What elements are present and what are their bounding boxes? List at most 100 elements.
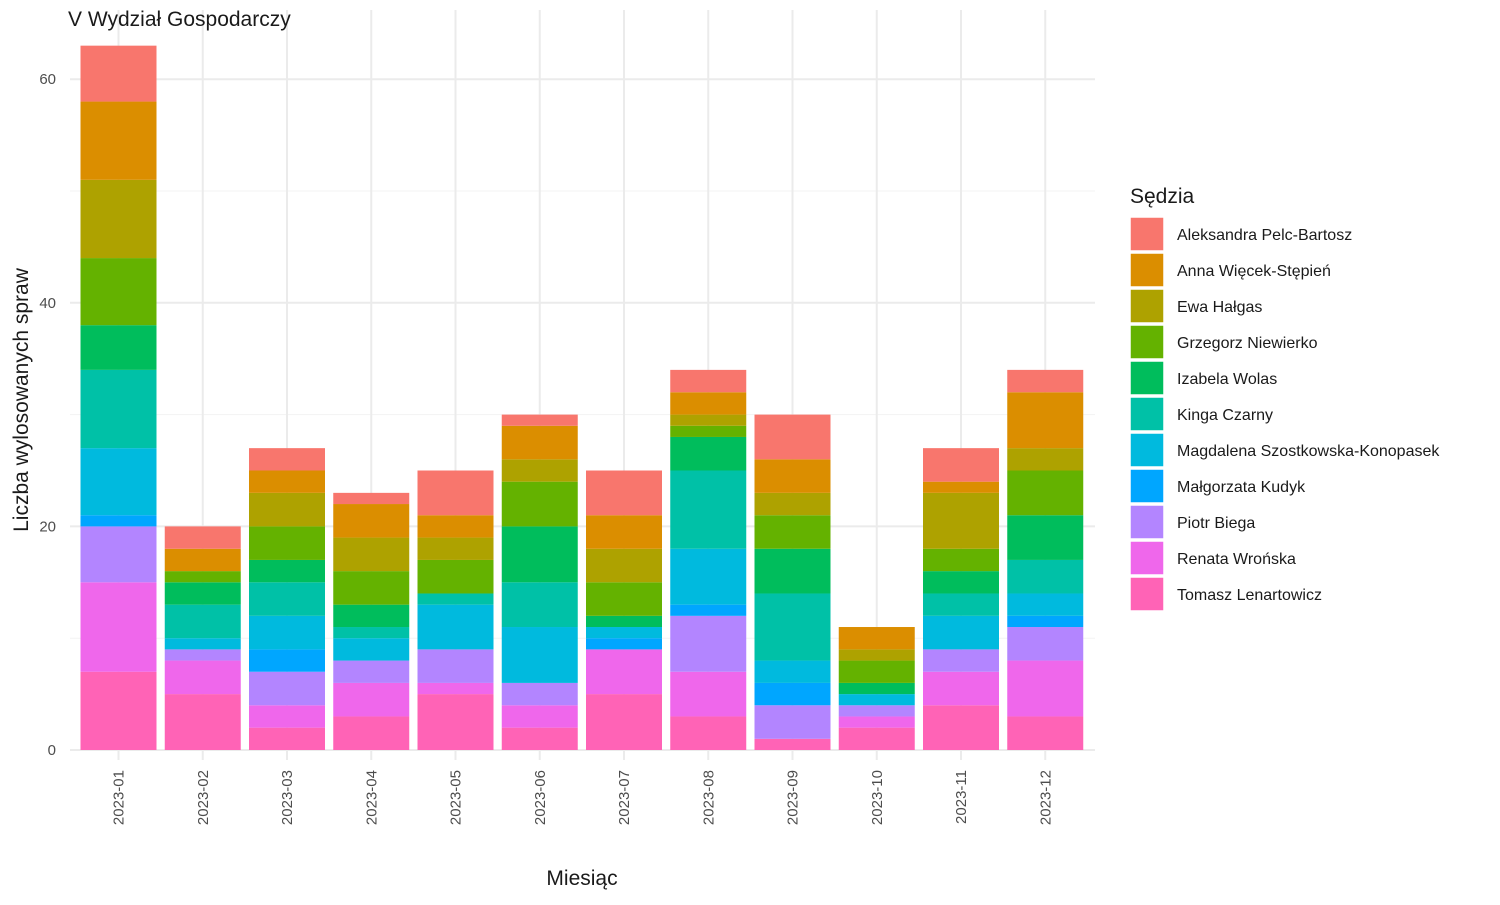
bar-segment bbox=[754, 492, 831, 516]
bar-segment bbox=[80, 45, 157, 102]
legend-label: Małgorzata Kudyk bbox=[1177, 479, 1306, 496]
bar-segment bbox=[923, 481, 999, 493]
legend-label: Kinga Czarny bbox=[1177, 407, 1273, 424]
bar-segment bbox=[838, 627, 915, 650]
bar-segment bbox=[417, 604, 494, 650]
bar-segment bbox=[754, 705, 831, 739]
legend-swatch bbox=[1129, 468, 1165, 504]
bar-segment bbox=[80, 179, 157, 259]
bar-segment bbox=[838, 682, 915, 695]
bar-segment bbox=[670, 392, 747, 415]
bar-segment bbox=[838, 649, 915, 661]
legend-swatch bbox=[1129, 396, 1165, 432]
legend-items: Aleksandra Pelc-Bartosz Anna Więcek-Stępi… bbox=[1129, 216, 1440, 612]
x-tick-label: 2023-12 bbox=[1037, 770, 1054, 825]
bar-segment bbox=[754, 459, 831, 493]
x-tick-label: 2023-03 bbox=[279, 770, 296, 825]
bar-segment bbox=[164, 649, 241, 661]
bar-segment bbox=[501, 481, 578, 527]
bar-segment bbox=[249, 615, 325, 650]
bar-segment bbox=[838, 705, 915, 717]
bar-segment bbox=[501, 727, 578, 750]
bar-segment bbox=[333, 504, 410, 538]
bar-segment bbox=[923, 649, 999, 672]
legend-label: Renata Wrońska bbox=[1177, 551, 1296, 568]
legend-label: Izabela Wolas bbox=[1177, 371, 1277, 388]
x-tick-label: 2023-02 bbox=[195, 770, 212, 825]
bar-segment bbox=[164, 660, 241, 695]
bar-segment bbox=[586, 582, 662, 616]
bar-segment bbox=[1007, 515, 1084, 560]
x-tick-label: 2023-11 bbox=[953, 770, 970, 824]
bar-segment bbox=[586, 649, 662, 695]
bar-segment bbox=[1007, 593, 1084, 616]
bar-segment bbox=[670, 470, 747, 549]
bar-segment bbox=[249, 649, 325, 672]
x-tick-label: 2023-06 bbox=[532, 770, 549, 825]
bar-segment bbox=[164, 526, 241, 549]
bar-segment bbox=[1007, 369, 1084, 393]
bar-segment bbox=[333, 604, 410, 628]
y-tick-label: 60 bbox=[39, 71, 56, 88]
bar-segment bbox=[249, 470, 325, 493]
bar-segment bbox=[417, 559, 494, 594]
bar-segment bbox=[501, 425, 578, 460]
bar-segment bbox=[670, 425, 747, 437]
bar-segment bbox=[417, 694, 494, 750]
bars bbox=[80, 45, 1084, 750]
bar-segment bbox=[923, 705, 999, 750]
legend-label: Aleksandra Pelc-Bartosz bbox=[1177, 227, 1352, 244]
bar-segment bbox=[80, 369, 157, 449]
bar-segment bbox=[754, 660, 831, 683]
bar-segment bbox=[333, 627, 410, 639]
bar-segment bbox=[417, 649, 494, 683]
bar-segment bbox=[80, 526, 157, 583]
bar-segment bbox=[501, 526, 578, 583]
x-tick-label: 2023-08 bbox=[700, 770, 717, 825]
bar-segment bbox=[670, 604, 747, 616]
bar-segment bbox=[923, 671, 999, 706]
bar-segment bbox=[838, 694, 915, 706]
bar-segment bbox=[501, 582, 578, 628]
bar-segment bbox=[670, 671, 747, 717]
bar-segment bbox=[164, 582, 241, 605]
bar-segment bbox=[923, 615, 999, 650]
bar-segment bbox=[586, 470, 662, 516]
bar-segment bbox=[501, 682, 578, 706]
bar-segment bbox=[164, 638, 241, 650]
bar-segment bbox=[249, 526, 325, 560]
legend-label: Piotr Biega bbox=[1177, 515, 1255, 532]
bar-segment bbox=[249, 727, 325, 750]
bar-segment bbox=[333, 682, 410, 717]
bar-segment bbox=[164, 571, 241, 583]
bar-segment bbox=[1007, 660, 1084, 717]
bar-segment bbox=[501, 705, 578, 728]
bar-segment bbox=[333, 537, 410, 572]
bar-segment bbox=[333, 571, 410, 605]
bar-segment bbox=[80, 671, 157, 750]
bar-segment bbox=[923, 492, 999, 549]
bar-segment bbox=[80, 258, 157, 326]
bar-segment bbox=[586, 515, 662, 549]
bar-segment bbox=[1007, 627, 1084, 661]
legend-label: Grzegorz Niewierko bbox=[1177, 335, 1318, 352]
bar-segment bbox=[501, 459, 578, 482]
bar-segment bbox=[249, 705, 325, 728]
bar-segment bbox=[670, 716, 747, 750]
legend-swatch bbox=[1129, 360, 1165, 396]
bar-segment bbox=[80, 515, 157, 527]
bar-segment bbox=[249, 559, 325, 583]
bar-segment bbox=[754, 682, 831, 706]
bar-segment bbox=[923, 571, 999, 594]
y-axis-ticks: 0 20 40 60 bbox=[39, 71, 56, 759]
bar-segment bbox=[1007, 448, 1084, 471]
bar-segment bbox=[1007, 470, 1084, 516]
bar-segment bbox=[333, 716, 410, 750]
legend-swatch bbox=[1129, 576, 1165, 612]
bar-segment bbox=[670, 615, 747, 672]
x-tick-label: 2023-01 bbox=[111, 770, 128, 825]
y-tick-label: 20 bbox=[39, 518, 56, 535]
bar-segment bbox=[417, 537, 494, 560]
legend-swatch bbox=[1129, 216, 1165, 252]
bar-segment bbox=[586, 615, 662, 628]
